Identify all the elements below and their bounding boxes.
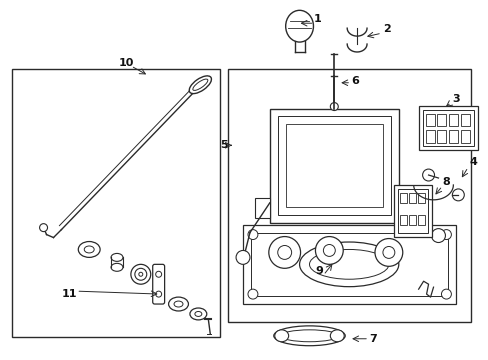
Circle shape: [131, 264, 150, 284]
Circle shape: [422, 169, 434, 181]
Text: 1: 1: [313, 14, 321, 24]
Bar: [448, 113, 457, 126]
Ellipse shape: [330, 330, 344, 342]
Bar: [12, 69, 220, 337]
Bar: [254, 198, 269, 218]
Text: 2: 2: [382, 24, 390, 34]
Circle shape: [135, 268, 146, 280]
Text: 5: 5: [220, 140, 227, 150]
Ellipse shape: [192, 79, 207, 90]
Bar: [408, 193, 415, 203]
Bar: [460, 130, 469, 143]
Ellipse shape: [299, 242, 398, 287]
Circle shape: [374, 239, 402, 266]
Bar: [408, 215, 415, 225]
Bar: [397, 189, 427, 233]
Ellipse shape: [195, 311, 202, 316]
Circle shape: [236, 251, 249, 264]
Bar: [417, 215, 424, 225]
Bar: [393, 185, 431, 237]
Circle shape: [155, 271, 162, 277]
Bar: [399, 215, 406, 225]
Bar: [399, 193, 406, 203]
Circle shape: [441, 289, 450, 299]
Bar: [418, 105, 477, 150]
Bar: [437, 113, 446, 126]
Text: 3: 3: [451, 94, 459, 104]
Circle shape: [247, 230, 257, 239]
Circle shape: [268, 237, 300, 268]
FancyBboxPatch shape: [152, 264, 164, 304]
Bar: [425, 130, 434, 143]
Circle shape: [451, 189, 463, 201]
Circle shape: [40, 224, 47, 231]
Bar: [448, 130, 457, 143]
Ellipse shape: [189, 308, 206, 320]
Bar: [437, 130, 446, 143]
Circle shape: [315, 237, 343, 264]
Circle shape: [330, 103, 338, 111]
Bar: [398, 198, 413, 218]
Circle shape: [277, 246, 291, 260]
Bar: [243, 225, 455, 304]
Text: 11: 11: [61, 289, 77, 299]
Ellipse shape: [285, 10, 313, 42]
Ellipse shape: [84, 246, 94, 253]
Bar: [417, 193, 424, 203]
Text: 9: 9: [315, 266, 323, 276]
Circle shape: [382, 247, 394, 258]
Bar: [277, 117, 390, 215]
Text: 8: 8: [442, 177, 449, 187]
Bar: [228, 69, 470, 322]
Text: 10: 10: [118, 58, 133, 68]
Bar: [285, 125, 382, 207]
Text: 6: 6: [350, 76, 358, 86]
Circle shape: [247, 289, 257, 299]
Ellipse shape: [174, 301, 183, 307]
Circle shape: [139, 272, 142, 276]
Ellipse shape: [280, 330, 338, 342]
Bar: [425, 113, 434, 126]
Text: 7: 7: [368, 334, 376, 344]
Ellipse shape: [78, 242, 100, 257]
Bar: [422, 109, 473, 146]
Bar: [269, 109, 398, 223]
Ellipse shape: [168, 297, 188, 311]
Ellipse shape: [111, 253, 122, 261]
Ellipse shape: [274, 330, 288, 342]
Circle shape: [441, 230, 450, 239]
Bar: [250, 233, 447, 296]
Ellipse shape: [273, 326, 345, 346]
Text: 4: 4: [468, 157, 476, 167]
Bar: [460, 113, 469, 126]
Ellipse shape: [189, 76, 211, 94]
Circle shape: [431, 229, 445, 243]
Ellipse shape: [309, 249, 388, 279]
Circle shape: [155, 291, 162, 297]
Circle shape: [323, 244, 335, 256]
Ellipse shape: [111, 264, 122, 271]
